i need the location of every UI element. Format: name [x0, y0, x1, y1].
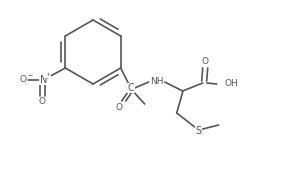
Text: S: S — [196, 126, 202, 136]
Text: +: + — [45, 73, 50, 77]
Text: NH: NH — [150, 77, 163, 87]
Text: −: − — [27, 72, 33, 77]
Text: O: O — [201, 57, 208, 67]
Text: O: O — [20, 76, 27, 84]
Text: O: O — [39, 97, 46, 107]
Text: C: C — [127, 83, 134, 93]
Text: O: O — [115, 102, 122, 111]
Text: N: N — [40, 75, 47, 85]
Text: OH: OH — [225, 80, 239, 89]
